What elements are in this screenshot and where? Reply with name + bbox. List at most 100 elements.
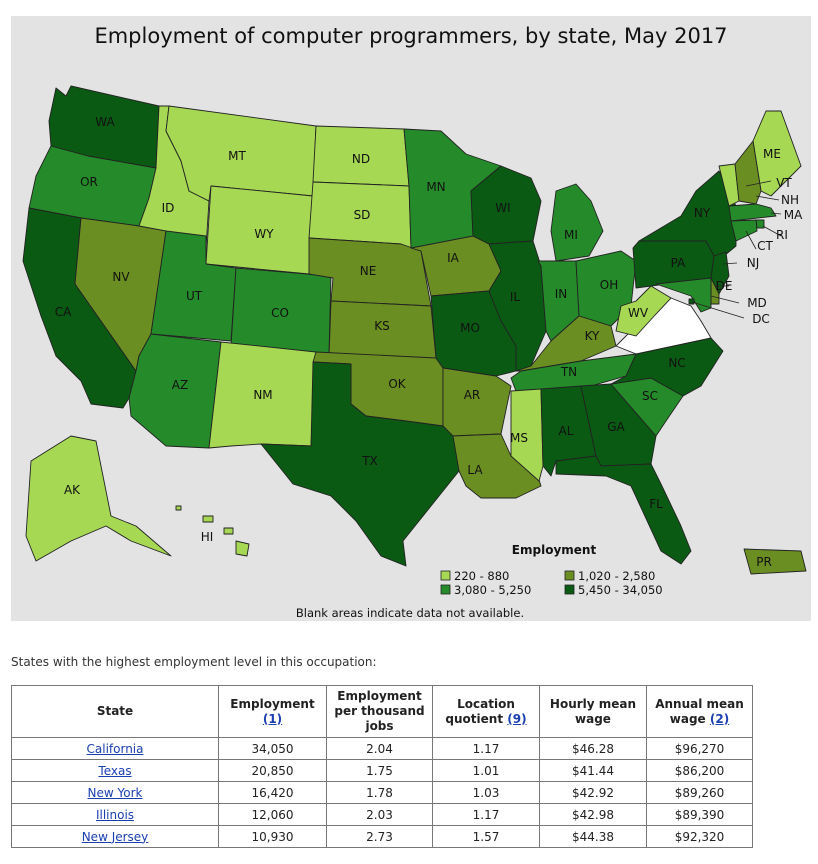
map-panel: Employment of computer programmers, by s…: [11, 16, 811, 621]
label-MA: MA: [784, 208, 803, 222]
label-WI: WI: [495, 201, 510, 215]
cell-annual: $86,200: [646, 759, 753, 782]
us-employment-map: Employment of computer programmers, by s…: [22, 24, 807, 620]
state-AK[interactable]: [25, 435, 172, 562]
header-hourly-wage: Hourly mean wage: [539, 685, 647, 738]
cell-state: California: [11, 737, 219, 760]
cell-state: Texas: [11, 759, 219, 782]
label-WA: WA: [95, 115, 115, 129]
label-NV: NV: [112, 270, 130, 284]
label-IL: IL: [510, 290, 521, 304]
cell-state: Illinois: [11, 803, 219, 826]
label-DE: DE: [716, 279, 733, 293]
cell-per-thousand: 1.78: [326, 781, 433, 804]
label-PA: PA: [671, 256, 686, 270]
header-employment-label: Employment: [230, 696, 315, 711]
cell-per-thousand: 2.04: [326, 737, 433, 760]
header-state: State: [11, 685, 219, 738]
label-OR: OR: [80, 175, 98, 189]
cell-annual: $89,390: [646, 803, 753, 826]
cell-state: New York: [11, 781, 219, 804]
label-ND: ND: [352, 152, 370, 166]
state-link-new-jersey[interactable]: New Jersey: [81, 829, 149, 844]
state-FL[interactable]: [555, 455, 692, 565]
state-link-texas[interactable]: Texas: [98, 763, 132, 778]
label-ME: ME: [763, 147, 781, 161]
leader-lines: [691, 180, 782, 319]
table-intro: States with the highest employment level…: [11, 655, 377, 669]
label-PR: PR: [756, 555, 772, 569]
legend-label-1: 220 - 880: [454, 569, 509, 583]
label-IN: IN: [555, 287, 568, 301]
label-TN: TN: [560, 365, 577, 379]
header-lq-label: Location quotient: [445, 696, 515, 726]
label-NJ: NJ: [747, 256, 760, 270]
state-WV[interactable]: [615, 285, 672, 337]
state-MA[interactable]: [728, 203, 777, 222]
legend-swatch-3: [440, 584, 451, 595]
map-legend: Employment 220 - 880 1,020 - 2,580 3,080…: [440, 543, 663, 597]
label-MO: MO: [460, 321, 480, 335]
state-TX[interactable]: [260, 361, 460, 567]
header-annual-label: Annual mean wage: [655, 696, 744, 726]
state-CT[interactable]: [730, 219, 758, 242]
state-HI-3[interactable]: [223, 527, 234, 535]
label-FL: FL: [649, 497, 663, 511]
cell-lq: 1.01: [432, 759, 540, 782]
table-row: California 34,050 2.04 1.17 $46.28 $96,2…: [11, 737, 753, 760]
state-HI-2[interactable]: [202, 515, 214, 523]
state-NH[interactable]: [734, 140, 762, 205]
cell-lq: 1.03: [432, 781, 540, 804]
state-labels: WA OR CA ID NV MT WY UT AZ CO NM ND SD N…: [55, 115, 803, 569]
label-NY: NY: [694, 206, 711, 220]
label-UT: UT: [186, 289, 203, 303]
state-link-illinois[interactable]: Illinois: [95, 807, 135, 822]
header-employment: Employment (1): [218, 685, 327, 738]
label-DC: DC: [752, 312, 770, 326]
legend-swatch-1: [440, 570, 451, 581]
cell-lq: 1.17: [432, 737, 540, 760]
label-NE: NE: [360, 264, 377, 278]
state-HI-4[interactable]: [235, 540, 250, 557]
label-SD: SD: [354, 208, 371, 222]
cell-hourly: $44.38: [539, 825, 647, 848]
state-MI[interactable]: [550, 183, 604, 262]
map-title: Employment of computer programmers, by s…: [94, 24, 727, 48]
label-WY: WY: [254, 227, 274, 241]
state-PR[interactable]: [743, 548, 807, 575]
map-note: Blank areas indicate data not available.: [296, 606, 524, 620]
state-AR[interactable]: [442, 367, 512, 437]
label-MT: MT: [228, 149, 246, 163]
legend-title: Employment: [512, 543, 597, 557]
label-AZ: AZ: [172, 378, 188, 392]
state-MS[interactable]: [510, 388, 544, 482]
header-annual-wage: Annual mean wage (2): [646, 685, 753, 738]
footnote-link-2[interactable]: (2): [709, 711, 730, 726]
label-NH: NH: [781, 193, 799, 207]
label-ID: ID: [162, 201, 175, 215]
label-KY: KY: [585, 329, 600, 343]
footnote-link-9[interactable]: (9): [507, 711, 527, 726]
table-row: Texas 20,850 1.75 1.01 $41.44 $86,200: [11, 759, 753, 782]
cell-state: New Jersey: [11, 825, 219, 848]
cell-employment: 12,060: [218, 803, 327, 826]
state-link-california[interactable]: California: [86, 741, 144, 756]
label-AR: AR: [464, 388, 481, 402]
label-GA: GA: [607, 420, 625, 434]
state-HI-1[interactable]: [175, 505, 182, 511]
label-OK: OK: [388, 377, 406, 391]
legend-swatch-4: [564, 584, 575, 595]
table-row: New York 16,420 1.78 1.03 $42.92 $89,260: [11, 781, 753, 804]
state-WI[interactable]: [470, 165, 542, 245]
label-MN: MN: [426, 180, 445, 194]
state-link-new-york[interactable]: New York: [87, 785, 143, 800]
cell-annual: $92,320: [646, 825, 753, 848]
state-NJ[interactable]: [710, 251, 730, 295]
label-MD: MD: [747, 296, 767, 310]
state-DC[interactable]: [688, 298, 695, 305]
state-LA[interactable]: [452, 433, 542, 499]
footnote-link-1[interactable]: (1): [262, 711, 283, 726]
cell-hourly: $46.28: [539, 737, 647, 760]
state-RI[interactable]: [755, 219, 765, 229]
cell-per-thousand: 2.03: [326, 803, 433, 826]
